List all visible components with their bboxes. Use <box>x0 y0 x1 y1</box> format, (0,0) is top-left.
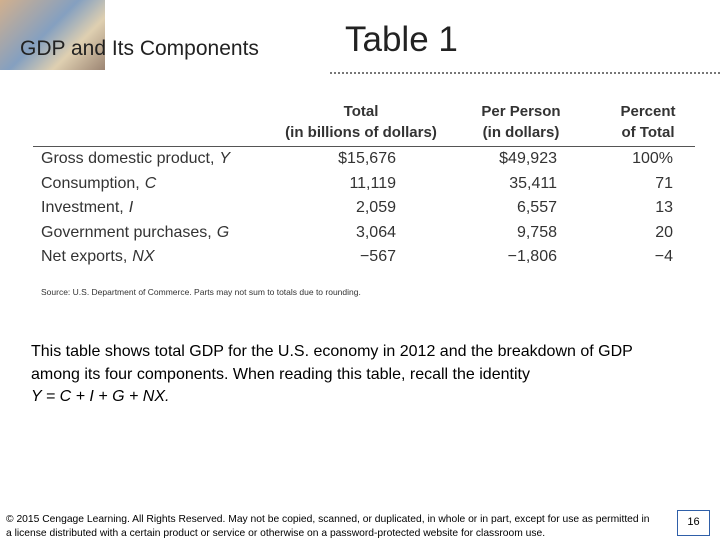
table-cell: −567 <box>359 248 396 265</box>
table-cell: 71 <box>655 174 673 192</box>
row-label: Investment, <box>41 199 124 216</box>
table-cell: $15,676 <box>338 150 396 167</box>
row-symbol: Y <box>219 150 231 167</box>
table-cell: −4 <box>654 248 673 265</box>
table-rule <box>33 146 695 147</box>
column-header-sub: (in dollars) <box>482 124 560 141</box>
row-symbol: I <box>128 199 134 216</box>
photo-collage <box>0 0 105 70</box>
table-cell: 100% <box>632 150 673 167</box>
body-text: This table shows total GDP for the U.S. … <box>31 343 633 383</box>
column-header: Per Person <box>481 103 561 120</box>
identity: Y = C + I + G + NX. <box>31 388 170 405</box>
row-symbol: C <box>144 174 157 192</box>
table-cell: 20 <box>655 223 673 241</box>
table-cell: 3,064 <box>355 223 396 241</box>
table-cell: 2,059 <box>355 199 396 216</box>
header-rule <box>330 72 720 74</box>
source-note: Source: U.S. Department of Commerce. Par… <box>41 287 361 297</box>
copyright: © 2015 Cengage Learning. All Rights Rese… <box>6 514 650 539</box>
column-header-sub: of Total <box>621 124 675 141</box>
column-header: Total <box>343 103 379 120</box>
row-label: Consumption, <box>41 174 140 192</box>
table-cell: 11,119 <box>349 174 396 192</box>
column-header-sub: (in billions of dollars) <box>285 124 437 141</box>
table-cell: 9,758 <box>516 223 557 241</box>
row-label: Net exports, <box>41 248 128 265</box>
table-cell: −1,806 <box>507 248 557 265</box>
table-cell: 35,411 <box>509 174 557 192</box>
slide-title: GDP and Its Components <box>20 37 259 60</box>
row-label: Government purchases, <box>41 223 212 241</box>
table-cell: $49,923 <box>499 150 557 167</box>
row-symbol: G <box>216 223 230 241</box>
table-label: Table 1 <box>345 20 458 59</box>
page-number: 16 <box>677 510 710 536</box>
column-header: Percent <box>620 103 676 120</box>
row-label: Gross domestic product, <box>41 150 215 167</box>
row-symbol: NX <box>132 248 155 265</box>
table-cell: 6,557 <box>516 199 557 216</box>
table-cell: 13 <box>655 199 673 216</box>
